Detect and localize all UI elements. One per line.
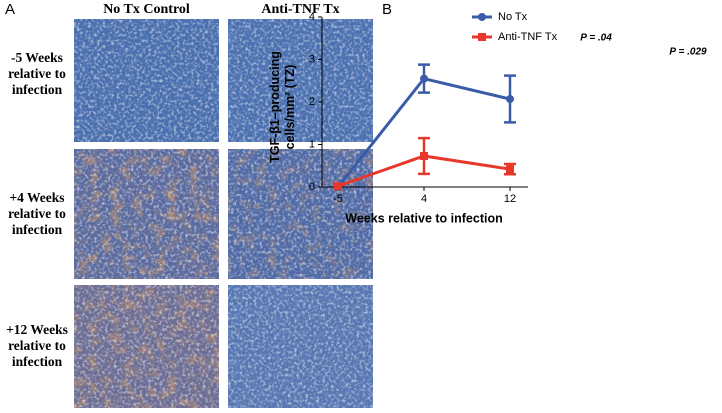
row-label: +12 Weeks relative to infection xyxy=(6,322,68,369)
y-tick-label: 3 xyxy=(309,53,315,65)
column-header: No Tx Control xyxy=(103,2,190,17)
y-tick-label: 4 xyxy=(309,11,315,23)
legend-label: No Tx xyxy=(498,11,528,23)
panel-label: A xyxy=(5,1,16,18)
annotation: P = .029 xyxy=(669,47,707,58)
legend-marker xyxy=(478,13,486,21)
x-tick-label: -5 xyxy=(333,193,343,205)
y-tick-label: 1 xyxy=(309,138,315,150)
point xyxy=(506,95,514,104)
y-tick-label: 2 xyxy=(309,96,315,108)
legend-marker xyxy=(478,33,486,41)
row-label: +4 Weeks relative to infection xyxy=(8,190,66,237)
x-axis-title: Weeks relative to infection xyxy=(345,211,502,225)
point xyxy=(506,165,514,174)
y-tick-label: 0 xyxy=(309,181,315,193)
point xyxy=(420,74,428,83)
panel-label: B xyxy=(382,1,393,18)
point xyxy=(334,182,342,191)
micrographs xyxy=(74,19,373,408)
row-label: -5 Weeks relative to infection xyxy=(8,50,66,97)
column-header: Anti-TNF Tx xyxy=(261,2,340,17)
image-tiles xyxy=(74,19,373,408)
x-tick-label: 12 xyxy=(504,193,516,205)
point xyxy=(420,151,428,160)
legend-label: Anti-TNF Tx xyxy=(498,31,558,43)
x-tick-label: 4 xyxy=(421,193,427,205)
annotation: P = .04 xyxy=(580,33,612,44)
